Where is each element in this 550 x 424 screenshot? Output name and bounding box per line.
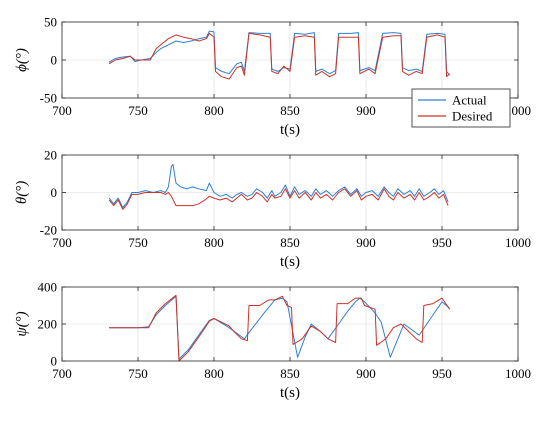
phi-x-axis-label: t(s) (280, 122, 300, 138)
theta-y-axis-label: θ(°) (14, 181, 30, 204)
theta-x-tick-label: 700 (52, 235, 72, 250)
psi-x-tick-label: 850 (280, 366, 300, 381)
legend-box (411, 88, 511, 128)
psi-x-tick-label: 750 (128, 366, 148, 381)
theta-x-tick-label: 950 (432, 235, 452, 250)
theta-series-actual-line (108, 163, 449, 208)
phi-y-tick-label: -50 (40, 91, 57, 106)
psi-panel: 700 750 800 850 900 950 1000 0 200 400 t(s) ψ(°) (14, 280, 531, 402)
psi-y-tick-label: 200 (38, 317, 58, 332)
phi-x-tick-label: 700 (52, 103, 72, 118)
psi-x-tick-label: 800 (204, 366, 224, 381)
psi-x-tick-label: 1000 (505, 366, 531, 381)
phi-y-tick-label: 0 (51, 53, 58, 68)
theta-x-tick-label: 750 (128, 235, 148, 250)
phi-series-desired-line (108, 32, 450, 80)
phi-x-tick-label: 750 (128, 103, 148, 118)
theta-x-tick-label: 800 (204, 235, 224, 250)
legend-label-desired: Desired (452, 109, 493, 124)
psi-series-desired-line (109, 294, 451, 361)
theta-x-tick-label: 1000 (505, 235, 531, 250)
theta-y-tick-label: 20 (44, 148, 57, 163)
phi-x-tick-label: 1000 (505, 103, 531, 118)
theta-x-tick-label: 900 (356, 235, 376, 250)
psi-y-tick-label: 400 (38, 280, 58, 295)
theta-y-tick-label: -20 (40, 223, 57, 238)
phi-y-axis-label: ϕ(°) (14, 48, 30, 72)
psi-x-tick-label: 700 (52, 366, 72, 381)
theta-y-tick-label: 0 (51, 185, 58, 200)
psi-y-tick-label: 0 (51, 354, 58, 369)
phi-y-tick-label: 50 (44, 15, 57, 30)
psi-series-actual-line (109, 295, 450, 360)
psi-x-tick-label: 900 (356, 366, 376, 381)
theta-x-tick-label: 850 (280, 235, 300, 250)
theta-x-axis-label: t(s) (280, 254, 300, 270)
psi-x-tick-label: 950 (432, 366, 452, 381)
phi-x-tick-label: 800 (204, 103, 224, 118)
legend-label-actual: Actual (452, 93, 487, 108)
phi-x-tick-label: 850 (280, 103, 300, 118)
psi-y-axis-label: ψ(°) (14, 311, 30, 336)
theta-series-desired-line (108, 188, 449, 210)
psi-x-axis-label: t(s) (280, 385, 300, 401)
phi-series-actual-line (108, 30, 450, 76)
theta-panel: 700 750 800 850 900 950 1000 -20 0 20 t(s) θ(°) (14, 148, 531, 271)
phi-x-tick-label: 900 (356, 103, 376, 118)
